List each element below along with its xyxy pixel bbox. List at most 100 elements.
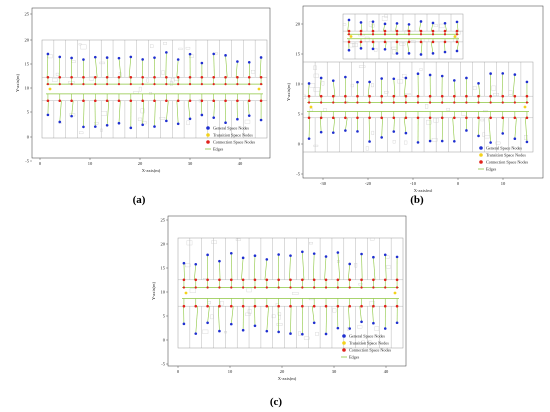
general-space-node — [395, 52, 399, 55]
furniture-outline — [491, 85, 496, 91]
edge — [213, 100, 215, 118]
furniture-outline — [101, 111, 107, 116]
connection-space-node — [230, 286, 233, 289]
general-space-node — [176, 122, 180, 126]
edge — [166, 100, 169, 121]
connection-space-node — [383, 304, 387, 308]
furniture-outline — [426, 120, 432, 125]
edge — [176, 59, 179, 78]
furniture-outline — [313, 87, 321, 92]
edge — [403, 117, 407, 134]
furniture-outline — [349, 43, 355, 48]
connection-space-node — [513, 101, 516, 104]
connection-space-node — [453, 116, 456, 120]
y-tick-label: 5 — [163, 314, 166, 319]
connection-space-node — [443, 40, 447, 44]
connection-space-node — [347, 29, 351, 33]
connection-space-node — [182, 304, 186, 308]
furniture-outline — [404, 140, 408, 145]
connection-space-node — [307, 94, 311, 98]
general-space-node — [117, 121, 121, 125]
edge — [264, 259, 268, 280]
furniture-outline — [189, 288, 196, 294]
connection-space-node — [371, 33, 375, 36]
edge — [395, 23, 398, 32]
connection-space-node — [395, 33, 399, 36]
general-space-node — [253, 324, 257, 328]
furniture-outline — [178, 47, 183, 51]
furniture-outline — [433, 118, 439, 123]
general-space-node — [368, 140, 371, 143]
connection-space-node — [301, 278, 304, 282]
furniture-outline — [358, 283, 363, 286]
furniture-outline — [137, 117, 143, 121]
connection-space-node — [332, 101, 335, 104]
connection-space-node — [129, 99, 133, 103]
general-space-node — [383, 253, 387, 257]
connection-space-node — [453, 101, 456, 104]
y-tick-label: -5 — [161, 362, 165, 367]
connection-space-node — [501, 94, 505, 98]
x-tick-label: -20 — [365, 181, 372, 186]
connection-space-node — [455, 40, 459, 44]
general-space-node — [182, 322, 186, 326]
connection-space-node — [455, 33, 459, 36]
general-space-node — [453, 79, 456, 82]
connection-space-node — [419, 40, 423, 44]
connection-space-node — [206, 278, 209, 282]
general-space-node — [188, 117, 192, 121]
edge — [253, 255, 256, 280]
furniture-outline — [276, 323, 283, 326]
y-tick-label: 0 — [298, 142, 301, 147]
connection-space-node — [360, 278, 363, 282]
furniture-outline — [207, 301, 211, 305]
connection-space-node — [347, 40, 351, 44]
connection-space-node — [419, 33, 423, 36]
general-space-node — [194, 262, 198, 266]
general-space-node — [277, 253, 280, 256]
general-space-node — [153, 56, 156, 59]
y-tick-label: 10 — [296, 82, 301, 87]
connection-space-node — [94, 83, 97, 86]
general-space-node — [224, 121, 227, 125]
connection-space-node — [513, 94, 517, 98]
edge — [501, 73, 504, 97]
furniture-outline — [214, 52, 218, 55]
legend-general-label: General Space Nodes — [213, 126, 249, 131]
general-space-node — [383, 22, 387, 26]
connection-space-node — [58, 83, 61, 86]
y-tick-label: 25 — [25, 12, 30, 17]
furniture-outline — [419, 68, 423, 71]
edge — [106, 57, 109, 78]
edge — [94, 57, 98, 78]
general-space-node — [82, 58, 85, 61]
furniture-outline — [369, 237, 375, 241]
connection-space-node — [194, 304, 198, 308]
connection-space-node — [188, 83, 192, 86]
connection-space-node — [165, 75, 168, 79]
connection-space-node — [117, 99, 121, 103]
x-tick-label: 40 — [238, 161, 243, 166]
furniture-outline — [303, 336, 310, 340]
connection-space-node — [348, 278, 352, 282]
connection-space-node — [324, 278, 328, 282]
general-space-node — [259, 118, 263, 122]
general-space-node — [206, 321, 209, 325]
panel-b: -30 -20 -10 0 10 20 15 10 5 0 -5 X-axis(m) Y-axis(m)… — [283, 2, 548, 192]
connection-space-node — [182, 278, 186, 282]
nodes-layer — [46, 51, 263, 130]
connection-space-node — [265, 304, 269, 308]
connection-space-node — [82, 83, 85, 86]
edge — [195, 306, 199, 334]
general-space-node — [265, 258, 269, 261]
y-axis-label: Y-axis(m) — [151, 282, 156, 300]
edge — [154, 100, 156, 127]
connection-space-node — [443, 29, 447, 33]
general-space-node — [236, 60, 239, 63]
x-tick-label: -10 — [410, 181, 417, 186]
general-space-node — [336, 326, 340, 330]
connection-space-node — [407, 29, 411, 33]
connection-space-node — [416, 94, 420, 98]
general-space-node — [229, 251, 233, 255]
connection-space-node — [359, 33, 363, 36]
